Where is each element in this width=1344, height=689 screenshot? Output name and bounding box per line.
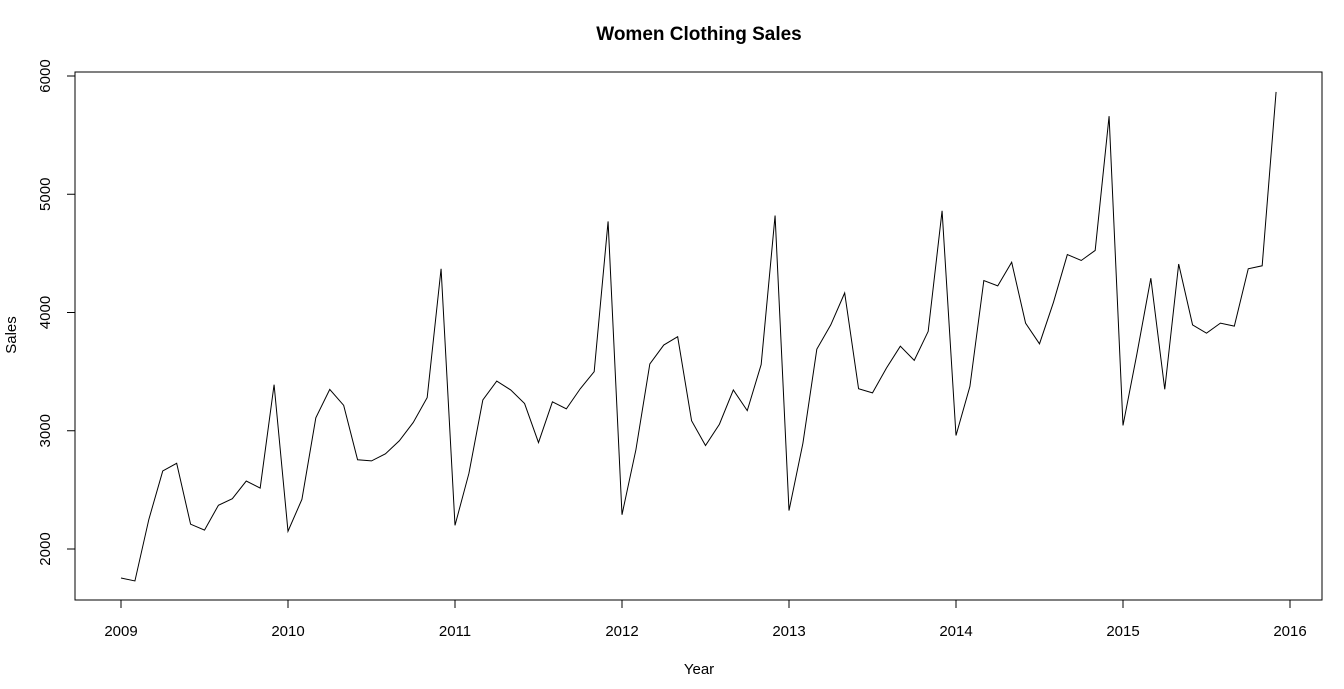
x-tick-label: 2009 <box>104 623 137 640</box>
y-tick-label: 4000 <box>37 296 54 329</box>
chart-title: Women Clothing Sales <box>596 24 802 45</box>
x-tick-label: 2014 <box>939 623 972 640</box>
y-tick-label: 5000 <box>37 178 54 211</box>
x-tick-label: 2011 <box>439 623 471 640</box>
y-tick-label: 2000 <box>37 532 54 565</box>
y-tick-label: 6000 <box>37 59 54 92</box>
plot-frame <box>74 71 1323 601</box>
x-tick-label: 2016 <box>1273 623 1306 640</box>
x-tick-label: 2010 <box>271 623 304 640</box>
y-axis-label: Sales <box>3 316 20 354</box>
x-tick-label: 2013 <box>772 623 805 640</box>
x-axis: 2009 2010 2011 2012 2013 2014 2015 2016 <box>104 599 1307 640</box>
sales-series-line <box>120 91 1277 582</box>
x-tick-label: 2015 <box>1106 623 1139 640</box>
y-axis: 2000 3000 4000 5000 6000 <box>37 59 76 566</box>
x-tick-label: 2012 <box>605 623 638 640</box>
series-layer <box>120 91 1277 582</box>
x-axis-label: Year <box>684 661 714 678</box>
y-tick-label: 3000 <box>37 414 54 447</box>
